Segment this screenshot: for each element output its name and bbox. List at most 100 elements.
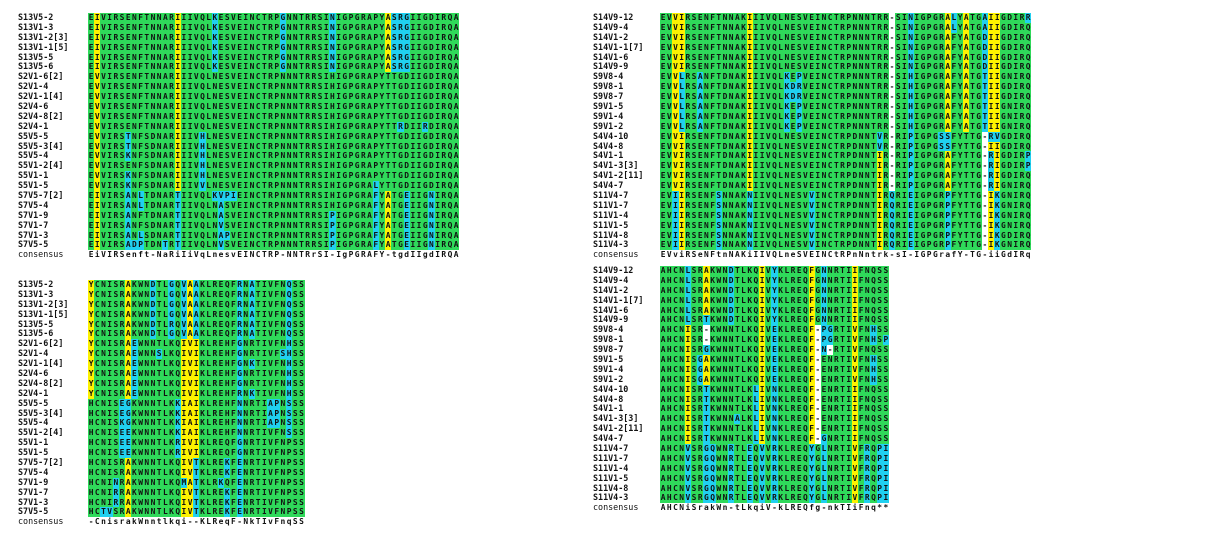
residue: N — [149, 82, 157, 93]
residue: I — [261, 369, 268, 379]
residue: A — [385, 42, 392, 53]
sequence-row: S13V1-1[5] E I V I R S E N F T N N A R I I I V Q L K E S V E I N C T R… — [18, 42, 460, 53]
residue: Q — [802, 374, 809, 385]
residue: F — [709, 52, 716, 63]
residue: R — [839, 171, 846, 182]
residue: Q — [752, 315, 759, 326]
residue: N — [156, 161, 163, 172]
residue: I — [335, 82, 342, 93]
residue: Q — [771, 230, 778, 241]
residue: K — [746, 404, 753, 415]
residue: E — [907, 210, 914, 221]
residue: A — [366, 230, 373, 241]
residue: E — [660, 230, 667, 241]
residue: Q — [199, 200, 206, 211]
residue: K — [994, 210, 1001, 221]
residue: A — [453, 141, 460, 152]
residue: S — [112, 467, 119, 478]
residue: R — [697, 266, 704, 276]
residue: R — [833, 473, 840, 484]
residue: I — [180, 497, 187, 508]
residue: - — [982, 200, 988, 210]
residue: I — [845, 315, 852, 326]
residue: N — [728, 92, 735, 103]
residue: S — [224, 151, 231, 162]
residue: E — [808, 141, 815, 152]
residue: N — [248, 161, 256, 172]
residue: T — [963, 210, 970, 221]
residue: F — [137, 220, 144, 231]
residue: Q — [199, 210, 206, 221]
residue: S — [118, 191, 126, 201]
residue: E — [217, 497, 225, 508]
residue: N — [864, 82, 871, 93]
residue: F — [808, 285, 815, 296]
sequence-row: S9V1-4 A H C N I S G A K W N N T L K Q I V E K L R E Q F - E N R T I V F N… — [593, 364, 889, 375]
residue: C — [827, 82, 834, 93]
residue: V — [684, 483, 691, 494]
residue: T — [715, 92, 722, 103]
residue: T — [391, 220, 398, 231]
residue: V — [187, 438, 194, 449]
residue: R — [697, 315, 704, 326]
residue: R — [168, 161, 175, 172]
residue: S — [224, 82, 231, 93]
residue: N — [864, 171, 871, 182]
residue: R — [360, 72, 367, 83]
residue: F — [137, 121, 144, 132]
residue: N — [249, 250, 255, 260]
residue: V — [672, 181, 679, 192]
residue: D — [403, 111, 410, 122]
residue: k — [249, 517, 255, 527]
sequence-label: S5V1-1 — [18, 170, 49, 181]
residue: P — [347, 22, 355, 33]
residue: - — [385, 250, 391, 260]
residue: Y — [771, 285, 778, 296]
sequence-label: S4V4-8 — [593, 393, 624, 404]
residue: N — [827, 266, 834, 276]
residue: L — [205, 131, 212, 142]
residue: T — [839, 355, 846, 365]
residue: N — [100, 319, 107, 330]
residue: Q — [446, 13, 454, 23]
residue: Q — [802, 285, 809, 296]
residue: R — [360, 121, 367, 132]
residue: G — [975, 111, 982, 122]
residue: D — [428, 102, 435, 112]
sequence-label: S14V1-2 — [593, 284, 629, 295]
residue: L — [205, 408, 212, 419]
residue: A — [162, 32, 169, 43]
residue: A — [734, 171, 741, 182]
residue: E — [907, 230, 914, 241]
residue: T — [833, 141, 840, 152]
residue: E — [125, 438, 132, 449]
residue: L — [205, 378, 212, 389]
residue: S — [391, 22, 398, 33]
residue: S — [882, 285, 889, 296]
sequence-row: S7V1-3 H C N I R R A K W N N T L K Q I V T K L R E K F E N R T I V F N P S… — [18, 497, 305, 508]
residue: N — [864, 285, 871, 296]
residue: Q — [199, 42, 206, 53]
residue: A — [125, 220, 132, 231]
residue: I — [415, 82, 423, 93]
residue: G — [827, 325, 834, 336]
residue: - — [982, 220, 988, 230]
residue: V — [230, 62, 237, 73]
residue: A — [453, 240, 460, 251]
residue: T — [715, 131, 722, 142]
residue: A — [193, 319, 200, 330]
residue: T — [156, 477, 163, 488]
residue: T — [833, 210, 840, 221]
sequence-label: S7V5-7[2] — [18, 190, 64, 201]
residue: D — [1006, 141, 1013, 152]
residue: I — [759, 414, 766, 425]
residue: G — [975, 72, 982, 83]
residue: I — [434, 141, 441, 152]
residue: G — [932, 42, 939, 53]
residue: I — [409, 62, 416, 73]
alignment-panel-bottom-left: S13V5-2 Y C N I S R A K W N D T L G Q V A A K L R E Q F R N A T I V F N Q… — [18, 279, 305, 527]
residue: I — [678, 32, 685, 43]
